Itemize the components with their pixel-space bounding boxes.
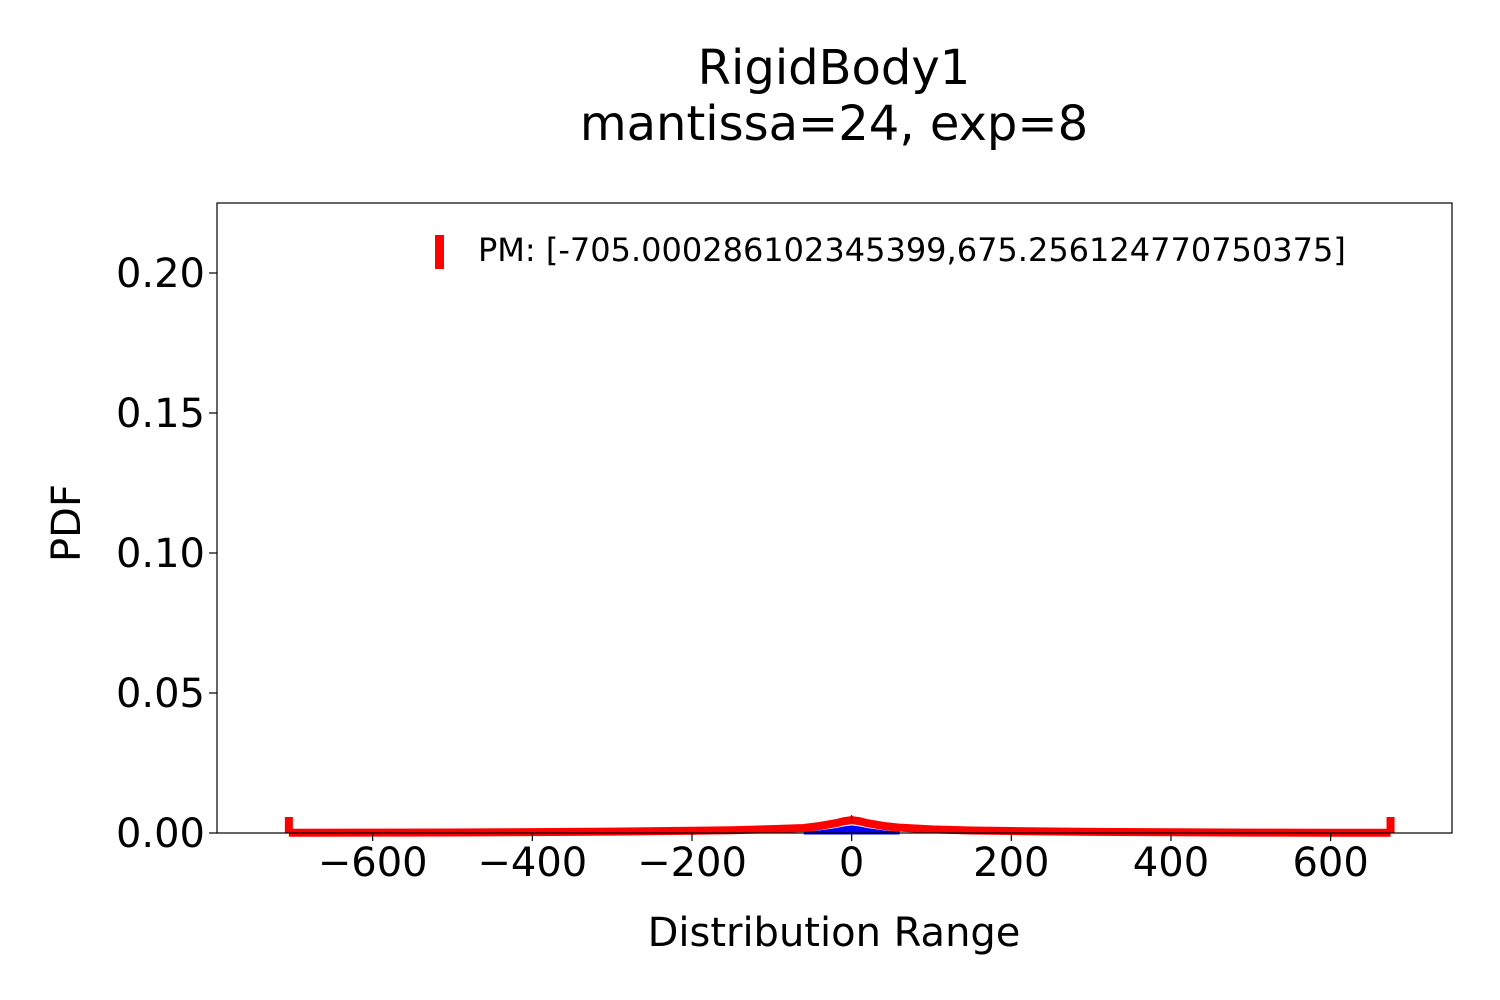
legend: PM: [-705.000286102345399,675.2561247707… — [435, 231, 1346, 269]
x-axis: −600 −400 −200 0 200 400 600 — [318, 833, 1369, 886]
legend-swatch — [435, 235, 444, 269]
y-axis: 0.00 0.05 0.10 0.15 0.20 — [116, 251, 217, 857]
y-tick-label-3: 0.15 — [116, 391, 205, 437]
legend-label: PM: [-705.000286102345399,675.2561247707… — [478, 231, 1346, 269]
x-tick-label-2: −200 — [637, 840, 747, 886]
range-marker-0 — [284, 817, 293, 833]
plot-frame — [216, 202, 1453, 834]
plot-area — [284, 815, 1395, 837]
x-tick-label-5: 400 — [1133, 840, 1209, 886]
x-tick-label-0: −600 — [318, 840, 428, 886]
y-tick-label-0: 0.00 — [116, 811, 205, 857]
y-tick-label-2: 0.10 — [116, 531, 205, 577]
x-tick-label-3: 0 — [839, 840, 864, 886]
range-marker-1 — [1386, 817, 1395, 833]
x-axis-label: Distribution Range — [648, 910, 1021, 956]
chart-title: RigidBody1 — [698, 40, 971, 96]
x-tick-label-4: 200 — [973, 840, 1049, 886]
x-tick-label-1: −400 — [477, 840, 587, 886]
y-tick-label-1: 0.05 — [116, 671, 205, 717]
y-axis-label: PDF — [44, 484, 90, 562]
x-tick-label-6: 600 — [1292, 840, 1368, 886]
y-tick-label-4: 0.20 — [116, 251, 205, 297]
chart-subtitle: mantissa=24, exp=8 — [580, 96, 1088, 152]
